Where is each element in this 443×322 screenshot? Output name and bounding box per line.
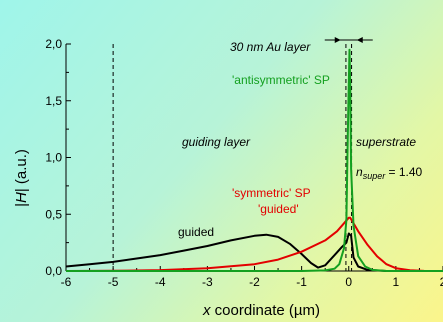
annotation-guided: guided [178,225,214,239]
x-tick-label: 1 [393,275,400,289]
annotation-guided-red: 'guided' [258,202,299,216]
annotation-antisymmetric: 'antisymmetric' SP [232,73,330,87]
y-axis-title: |H| (a.u.) [13,149,30,207]
y-tick-label: 0,0 [45,264,62,278]
arrow-left-icon [356,37,363,43]
annotation-n-super: nsuper = 1.40 [356,165,423,181]
x-tick-label: -1 [296,275,307,289]
series-layer [65,48,443,272]
x-tick-label: -3 [202,275,213,289]
y-tick-label: 1,0 [45,151,62,165]
x-tick-label: -2 [249,275,260,289]
x-tick-label: -6 [61,275,72,289]
annotation-superstrate: superstrate [356,135,416,149]
annotation-symmetric-sp: 'symmetric' SP [232,186,311,200]
symmetric-sp-curve [65,216,443,272]
y-tick-label: 2,0 [45,37,62,51]
annotation-guiding-layer: guiding layer [182,135,251,149]
x-axis-title: x coordinate (µm) [202,302,320,319]
y-tick-label: 1,5 [45,94,62,108]
guided-curve [65,232,443,272]
y-tick-label: 0,5 [45,207,62,221]
x-tick-label: 0 [345,275,352,289]
antisymmetric-sp-curve [66,48,443,272]
annotation-au-layer: 30 nm Au layer [230,40,311,54]
x-tick-label: -4 [155,275,166,289]
arrow-right-icon [334,37,341,43]
x-tick-label: -5 [108,275,119,289]
x-tick-label: 2 [440,275,443,289]
